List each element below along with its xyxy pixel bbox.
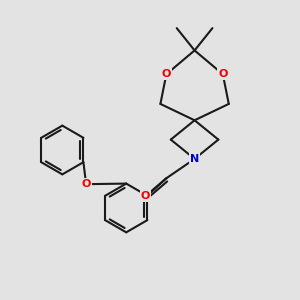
Text: O: O xyxy=(218,69,227,79)
Text: O: O xyxy=(141,191,150,201)
Text: O: O xyxy=(162,69,171,79)
Text: O: O xyxy=(81,179,91,189)
Text: N: N xyxy=(190,154,199,164)
